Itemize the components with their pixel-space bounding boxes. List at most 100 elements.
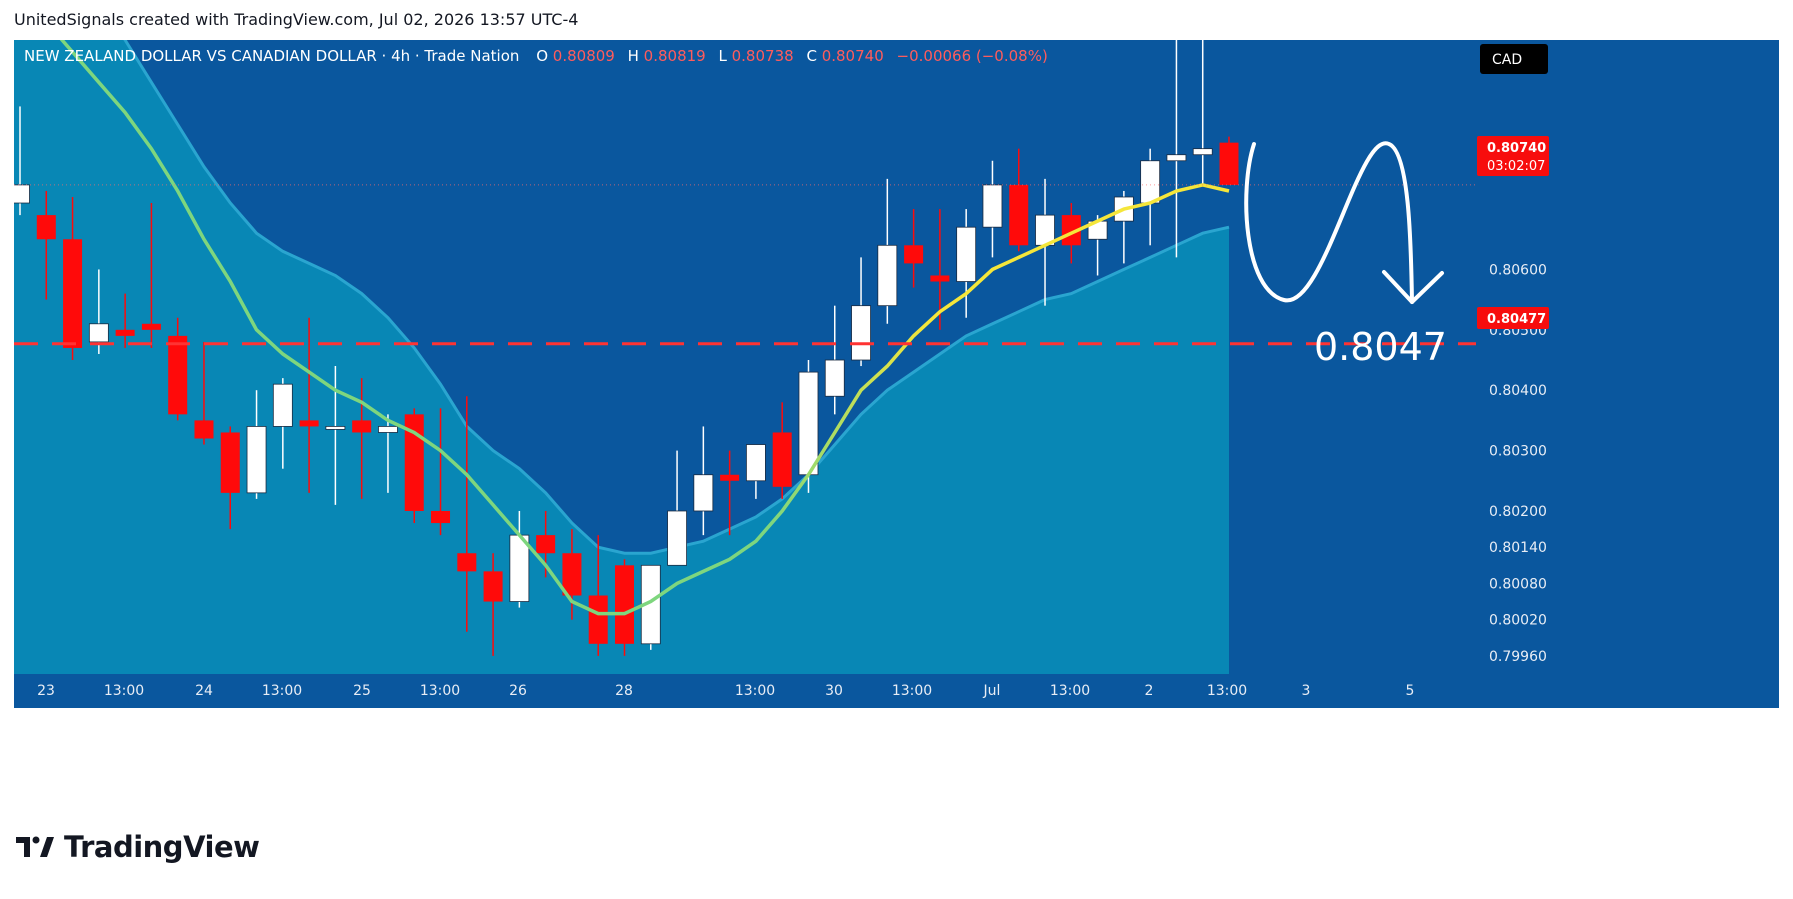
ma-band-area [14,40,1229,674]
bearish-candle[interactable] [168,335,188,415]
bullish-candle[interactable] [1166,154,1187,162]
high-value: 0.80819 [644,47,706,65]
symbol-title: NEW ZEALAND DOLLAR VS CANADIAN DOLLAR · … [24,47,519,65]
price-axis-tick-label: 0.80600 [1489,262,1547,278]
bearish-candle[interactable] [194,420,214,439]
bearish-candle[interactable] [562,553,582,596]
time-axis-tick-label: 13:00 [420,683,460,699]
currency-badge[interactable] [1480,44,1548,74]
bearish-candle[interactable] [720,474,740,481]
target-price-label: 0.8047 [1314,325,1447,369]
bullish-candle[interactable] [378,426,398,433]
candles-group [14,40,1239,656]
time-axis-tick-label: 13:00 [1207,683,1247,699]
bullish-candle[interactable] [746,444,766,482]
close-value: 0.80740 [822,47,884,65]
bullish-candle[interactable] [272,383,293,427]
time-axis-tick-label: 23 [37,683,55,699]
time-axis-tick-label: 5 [1406,683,1415,699]
bearish-candle[interactable] [404,414,424,511]
last-price-tag-price: 0.80740 [1487,141,1546,156]
attribution-header: UnitedSignals created with TradingView.c… [14,10,579,29]
bullish-candle[interactable] [693,474,714,512]
bullish-candle[interactable] [88,323,109,343]
bearish-candle[interactable] [457,553,477,572]
price-axis-tick-label: 0.80020 [1489,613,1547,629]
bearish-candle[interactable] [299,420,319,427]
bullish-candle[interactable] [1140,160,1161,204]
bearish-candle[interactable] [772,432,792,487]
time-axis-tick-label: 13:00 [104,683,144,699]
bullish-candle[interactable] [982,184,1003,228]
bearish-candle[interactable] [1219,142,1239,185]
level-price-tag [1477,307,1549,329]
svg-text:NEW ZEALAND DOLLAR VS CANADIAN: NEW ZEALAND DOLLAR VS CANADIAN DOLLAR · … [24,47,1048,65]
low-label: L [718,47,727,65]
bearish-candle[interactable] [904,245,924,264]
bearish-candle[interactable] [930,275,950,282]
bullish-candle[interactable] [14,184,30,204]
time-axis-tick-label: 13:00 [262,683,302,699]
bearish-candle[interactable] [141,323,161,330]
bearish-candle[interactable] [431,510,451,524]
bearish-candle[interactable] [115,329,135,336]
bullish-candle[interactable] [246,426,267,494]
price-chart[interactable]: 0.8047 NEW ZEALAND DOLLAR VS CANADIAN DO… [14,40,1779,808]
last-price-tag-countdown: 03:02:07 [1487,159,1545,174]
bullish-candle[interactable] [956,226,977,282]
time-axis-tick-label: 28 [615,683,633,699]
change-value: −0.00066 (−0.08%) [897,47,1048,65]
price-axis-tick-label: 0.80080 [1489,576,1547,592]
time-axis-tick-label: 25 [353,683,371,699]
chart-area[interactable]: 0.8047 NEW ZEALAND DOLLAR VS CANADIAN DO… [14,40,1779,808]
moving-average-line [59,40,1230,616]
bearish-candle[interactable] [352,420,372,433]
close-label: C [806,47,816,65]
time-axis-background [14,674,1779,708]
price-axis-tick-label: 0.79960 [1489,649,1547,665]
bearish-candle[interactable] [36,215,56,240]
tradingview-logo-icon [16,836,54,857]
bullish-candle[interactable] [667,510,687,566]
open-value: 0.80809 [553,47,615,65]
low-value: 0.80738 [732,47,794,65]
price-axis-tick-label: 0.80300 [1489,444,1547,460]
currency-badge-label: CAD [1492,52,1522,68]
time-axis-tick-label: 13:00 [892,683,932,699]
time-axis-tick-label: 2 [1145,683,1154,699]
price-axis-tick-label: 0.80140 [1489,540,1547,556]
bullish-candle[interactable] [798,371,819,476]
bullish-candle[interactable] [851,305,871,361]
forecast-arrow-head [1382,270,1444,304]
forecast-arrow-path [1244,141,1414,304]
bearish-candle[interactable] [63,239,83,348]
bearish-candle[interactable] [615,565,634,644]
ma-band-upper-line [123,40,1230,555]
time-axis-tick-label: 3 [1302,683,1311,699]
bullish-candle[interactable] [1192,148,1213,156]
price-axis-tick-label: 0.80200 [1489,504,1547,520]
bullish-candle[interactable] [824,359,845,397]
level-price-tag-text: 0.80477 [1487,312,1546,327]
time-axis-tick-label: Jul [983,683,1001,699]
bearish-candle[interactable] [483,571,503,602]
bullish-candle[interactable] [325,426,346,430]
tradingview-wordmark: TradingView [64,830,260,864]
bearish-candle[interactable] [588,595,608,644]
bearish-candle[interactable] [220,432,240,493]
price-axis-tick-label: 0.80400 [1489,383,1547,399]
high-label: H [628,47,639,65]
open-label: O [536,47,548,65]
bearish-candle[interactable] [1009,184,1029,246]
time-axis-tick-label: 13:00 [735,683,775,699]
time-axis-tick-label: 24 [195,683,213,699]
bearish-candle[interactable] [1061,215,1081,246]
last-price-tag [1477,136,1549,176]
time-axis-tick-label: 13:00 [1050,683,1090,699]
tradingview-logo[interactable]: TradingView [16,830,260,864]
bullish-candle[interactable] [877,244,898,307]
time-axis: 23 13:00 24 13:00 25 13:00 26 28 13:00 30 13:00 Jul… [37,683,1414,699]
time-axis-tick-label: 30 [825,683,843,699]
bearish-candle[interactable] [536,535,556,554]
time-axis-tick-label: 26 [509,683,527,699]
